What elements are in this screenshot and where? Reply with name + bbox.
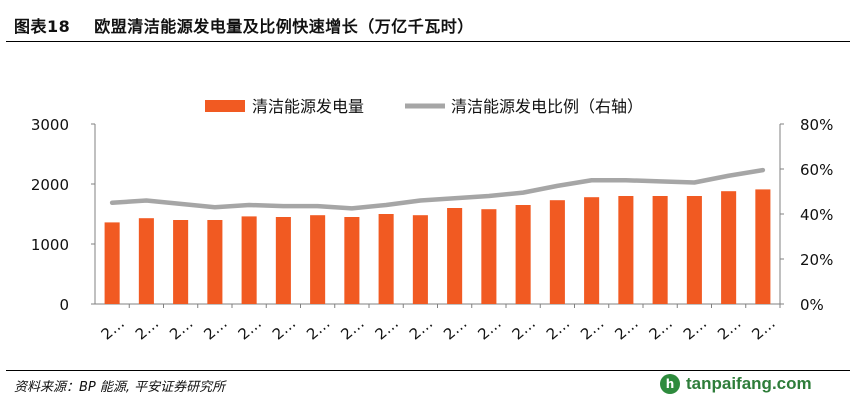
left-tick-label: 1000 (31, 236, 69, 254)
watermark-logo-icon: h (660, 374, 680, 394)
bar (138, 218, 154, 304)
x-tick-label: 2… (235, 314, 265, 344)
bottom-rule (6, 370, 850, 371)
bar (344, 217, 360, 304)
x-tick-label: 2… (166, 314, 196, 344)
x-tick-label: 2… (611, 314, 641, 344)
bar (721, 191, 737, 304)
top-rule (6, 41, 850, 42)
bar-series (104, 189, 771, 304)
series-line (109, 167, 766, 211)
source-note: 资料来源：BP 能源, 平安证券研究所 (14, 380, 226, 395)
bar (310, 215, 326, 304)
x-tick-label: 2… (372, 314, 402, 344)
x-tick-label: 2… (440, 314, 470, 344)
right-tick-label: 20% (800, 251, 833, 269)
bar (481, 209, 497, 304)
legend-bar-swatch (205, 100, 245, 112)
right-tick-label: 40% (800, 206, 833, 224)
legend-bar-label: 清洁能源发电量 (252, 97, 364, 116)
x-tick-label: 2… (269, 314, 299, 344)
bar (652, 196, 668, 304)
x-tick-label: 2… (509, 314, 539, 344)
legend: 清洁能源发电量 清洁能源发电比例（右轴） (205, 97, 643, 116)
watermark: h tanpaifang.com (660, 374, 812, 394)
bar (515, 205, 531, 304)
x-tick-label: 2… (577, 314, 607, 344)
x-tick-label: 2… (680, 314, 710, 344)
x-tick-label: 2… (132, 314, 162, 344)
figure-title-text: 欧盟清洁能源发电量及比例快速增长（万亿千瓦时） (94, 17, 474, 36)
x-tick-label: 2… (337, 314, 367, 344)
bar (241, 216, 257, 304)
x-tick-label: 2… (543, 314, 573, 344)
chart: 清洁能源发电量 清洁能源发电比例（右轴） 0 1000 2000 3000 0% 20% 40… (31, 97, 834, 344)
bar (447, 208, 463, 304)
bar (378, 214, 394, 304)
axes (91, 123, 784, 308)
bar (104, 222, 120, 304)
legend-line-label: 清洁能源发电比例（右轴） (451, 97, 643, 116)
bar (618, 196, 634, 304)
bar (686, 196, 702, 304)
x-tick-label: 2… (748, 314, 778, 344)
x-tick-label: 2… (714, 314, 744, 344)
left-tick-label: 2000 (31, 176, 69, 194)
left-tick-label: 0 (59, 296, 69, 314)
bar (412, 215, 428, 304)
bar (207, 220, 223, 304)
right-tick-label: 0% (800, 296, 824, 314)
x-tick-label: 2… (303, 314, 333, 344)
x-tick-label: 2… (474, 314, 504, 344)
x-tick-label: 2… (98, 314, 128, 344)
figure-title: 图表18 欧盟清洁能源发电量及比例快速增长（万亿千瓦时） (14, 13, 474, 37)
x-tick-label: 2… (646, 314, 676, 344)
figure-number: 图表18 (14, 17, 71, 36)
bar (549, 200, 565, 304)
x-tick-label: 2… (406, 314, 436, 344)
bar (173, 220, 189, 304)
right-tick-label: 60% (800, 161, 833, 179)
bar (755, 189, 771, 304)
x-tick-label: 2… (200, 314, 230, 344)
bar (275, 217, 291, 304)
left-tick-label: 3000 (31, 116, 69, 134)
bar (584, 197, 600, 304)
line-series (109, 167, 766, 211)
watermark-text: tanpaifang.com (686, 374, 812, 393)
right-tick-label: 80% (800, 116, 833, 134)
